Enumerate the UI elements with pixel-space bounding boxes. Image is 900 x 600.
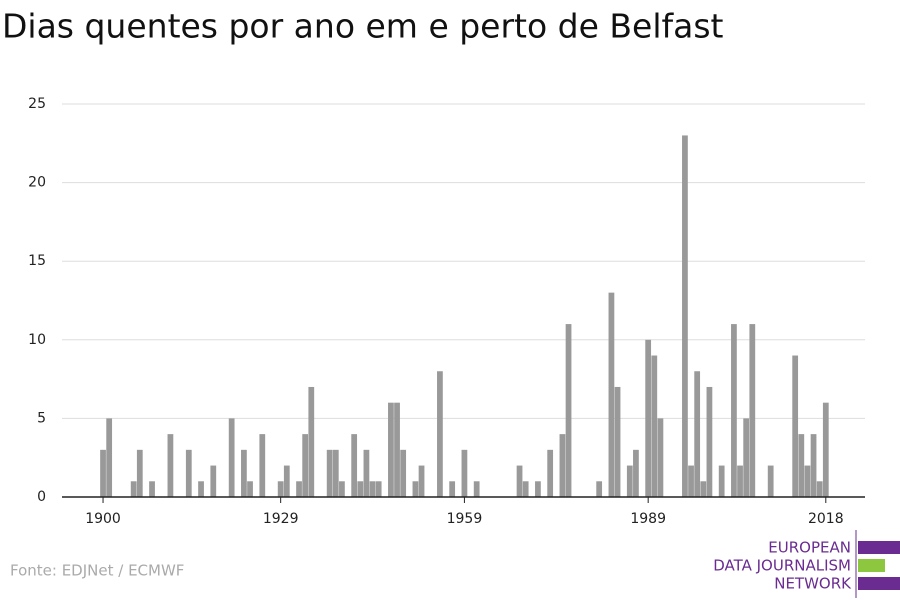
x-tick-label: 2018 [808,511,844,527]
logo-bar [858,577,900,590]
bar [688,465,694,497]
chart-title: Dias quentes por ano em e perto de Belfa… [2,7,724,46]
bar [167,434,174,497]
logo-bar [858,541,900,554]
bar [767,465,774,497]
bar [412,481,419,497]
bar [633,449,639,497]
bar [743,418,750,497]
bar [706,386,713,497]
bar [130,481,137,497]
bar [241,449,247,497]
bar [461,449,468,497]
bar [198,481,204,497]
bar [810,434,817,497]
bar [449,481,456,497]
bar [149,481,155,497]
y-tick-label: 20 [28,175,46,191]
bar [614,386,621,497]
x-tick-label: 1989 [630,511,666,527]
bar [106,418,113,497]
bar [608,292,615,497]
bar [737,465,743,497]
bar [645,339,652,497]
y-tick-label: 5 [37,410,46,426]
bar [473,481,480,497]
bar [535,481,541,497]
x-tick-label: 1929 [263,511,299,527]
logo-bar [858,559,885,572]
bar [749,324,756,497]
bar [798,434,805,497]
bar [326,449,333,497]
bar [596,481,603,497]
bar [418,465,425,497]
bar [792,355,799,497]
bar [700,481,707,497]
bar [296,481,302,497]
bar [363,449,370,497]
source: Fonte: EDJNet / ECMWF [10,562,184,580]
bar [565,324,572,497]
x-tick-label: 1959 [447,511,483,527]
bar [308,386,315,497]
bar [437,371,443,497]
bar [718,465,725,497]
bar [302,434,309,497]
bar [247,481,253,497]
y-tick-label: 0 [37,489,46,505]
bar [522,481,529,497]
logo-text: EUROPEAN [768,539,851,557]
bar [283,465,290,497]
bar [731,324,737,497]
bar [822,402,829,497]
bar [559,434,566,497]
x-tick-label: 1900 [85,511,121,527]
bar [516,465,523,497]
bar [100,449,106,497]
logo-text: DATA JOURNALISM [713,557,851,575]
y-tick-label: 25 [28,96,46,112]
bar [210,465,217,497]
bar [657,418,664,497]
bar [682,135,688,497]
bar [332,449,339,497]
bar [375,481,382,497]
bar [339,481,345,497]
bar [394,402,400,497]
bar [369,481,376,497]
bar [136,449,143,497]
y-tick-label: 15 [28,253,46,269]
bar [277,481,284,497]
bar [259,434,266,497]
bar [651,355,658,497]
bar [547,449,554,497]
bar [228,418,235,497]
bar [357,481,364,497]
bar [816,481,823,497]
logo-text: NETWORK [774,575,852,593]
bar [351,434,358,497]
y-tick-label: 10 [28,332,46,348]
bar [185,449,192,497]
bar [804,465,811,497]
bar [388,402,394,497]
bar [694,371,701,497]
bar [400,449,407,497]
bar [626,465,633,497]
